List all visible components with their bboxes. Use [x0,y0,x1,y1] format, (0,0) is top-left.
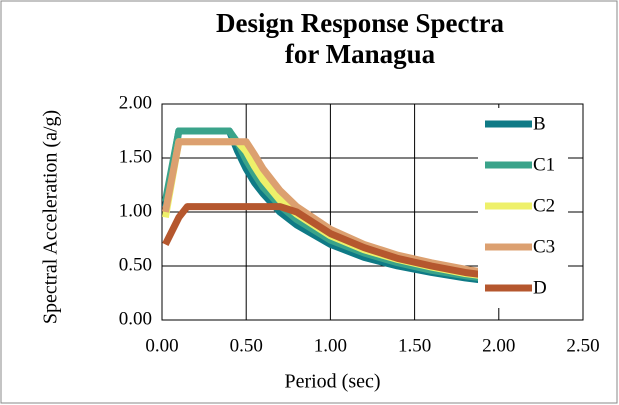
plot-border [161,103,584,321]
x-tick-label: 0.50 [230,335,263,356]
x-tick-label: 1.50 [398,335,431,356]
y-tick-label: 0.50 [119,254,152,275]
x-tick-label: 2.50 [566,335,599,356]
x-tick-label: 1.00 [314,335,347,356]
legend-label: C2 [533,195,555,216]
x-tick-label: 0.00 [145,335,178,356]
y-axis-label: Spectral Acceleration (a/g) [40,110,62,324]
y-tick-label: 0.00 [119,308,152,329]
series-line [162,203,500,281]
y-tick-label: 2.00 [119,92,152,113]
legend-label: C1 [533,154,555,175]
x-tick-label: 2.00 [482,335,515,356]
y-tick-label: 1.50 [119,146,152,167]
chart-title: Design Response Spectra for Managua [216,8,504,69]
legend-label: B [533,113,546,134]
y-tick-label: 1.00 [119,200,152,221]
legend-label: C3 [533,236,555,257]
x-axis-label: Period (sec) [284,371,380,393]
legend-label: D [533,277,547,298]
